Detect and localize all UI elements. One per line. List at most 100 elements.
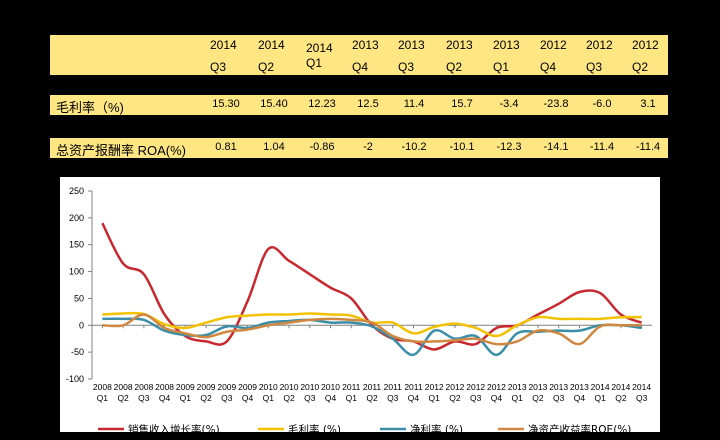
- x-tick-year: 2010: [259, 382, 278, 392]
- x-tick-quarter: Q4: [242, 393, 254, 403]
- x-tick-year: 2014: [591, 382, 610, 392]
- table-cell: -3.4: [499, 98, 519, 110]
- x-tick-quarter: Q2: [200, 393, 212, 403]
- header-quarter: Q2: [258, 60, 275, 74]
- table-cell: -0.86: [309, 141, 335, 153]
- x-tick-quarter: Q3: [387, 393, 399, 403]
- y-tick-label: 0: [79, 320, 84, 330]
- header-year: 2014: [258, 38, 285, 52]
- header-quarter: Q1: [306, 56, 323, 70]
- x-tick-quarter: Q1: [97, 393, 109, 403]
- x-tick-quarter: Q2: [449, 393, 461, 403]
- table-cell: -11.4: [589, 141, 615, 153]
- header-quarter: Q3: [210, 60, 227, 74]
- y-tick-label: -100: [66, 374, 84, 384]
- x-tick-year: 2010: [300, 382, 319, 392]
- y-tick-label: 200: [69, 213, 84, 223]
- table-cell: -6.0: [592, 98, 612, 110]
- table-cell: 0.81: [215, 141, 237, 153]
- y-tick-label: 150: [69, 240, 84, 250]
- table-cell: 12.23: [308, 98, 336, 110]
- x-tick-quarter: Q3: [221, 393, 233, 403]
- header-year: 2012: [540, 38, 567, 52]
- header-quarter: Q1: [493, 60, 510, 74]
- x-tick-quarter: Q4: [408, 393, 420, 403]
- x-tick-year: 2010: [321, 382, 340, 392]
- x-tick-year: 2009: [176, 382, 195, 392]
- x-tick-year: 2009: [197, 382, 216, 392]
- x-tick-year: 2011: [363, 382, 382, 392]
- row-label-gross-margin: 毛利率（%): [56, 100, 124, 115]
- header-quarter: Q4: [352, 60, 369, 74]
- x-tick-quarter: Q4: [325, 393, 337, 403]
- x-tick-quarter: Q3: [470, 393, 482, 403]
- table-cell: 12.5: [357, 98, 379, 110]
- table-cell: -2: [363, 141, 373, 153]
- x-tick-quarter: Q2: [532, 393, 544, 403]
- x-tick-quarter: Q2: [117, 393, 129, 403]
- x-tick-year: 2008: [134, 382, 153, 392]
- header-year: 2014: [306, 41, 333, 55]
- header-year: 2012: [586, 38, 613, 52]
- x-tick-year: 2008: [155, 382, 174, 392]
- x-tick-quarter: Q1: [263, 393, 275, 403]
- x-tick-quarter: Q1: [512, 393, 524, 403]
- x-tick-year: 2008: [114, 382, 133, 392]
- legend-label: 净利率 (%): [410, 423, 463, 436]
- y-tick-label: -50: [71, 347, 84, 357]
- x-tick-quarter: Q1: [594, 393, 606, 403]
- x-tick-year: 2013: [528, 382, 547, 392]
- table-cell: 15.30: [212, 98, 240, 110]
- x-tick-quarter: Q3: [138, 393, 150, 403]
- x-tick-quarter: Q2: [615, 393, 627, 403]
- x-tick-quarter: Q4: [159, 393, 171, 403]
- x-tick-quarter: Q4: [574, 393, 586, 403]
- table-row-gross-margin: 毛利率（%) 15.30 15.40 12.23 12.5 11.4 15.7 -3.4 -2…: [50, 95, 668, 115]
- x-tick-quarter: Q3: [636, 393, 648, 403]
- x-tick-year: 2011: [404, 382, 423, 392]
- header-quarter: Q3: [398, 60, 415, 74]
- header-year: 2013: [446, 38, 473, 52]
- x-tick-year: 2013: [570, 382, 589, 392]
- x-tick-year: 2008: [93, 382, 112, 392]
- x-tick-year: 2010: [280, 382, 299, 392]
- x-tick-year: 2012: [487, 382, 506, 392]
- x-tick-year: 2011: [342, 382, 361, 392]
- header-year: 2014: [210, 38, 237, 52]
- table-cell: -10.1: [449, 141, 475, 153]
- header-year: 2013: [398, 38, 425, 52]
- x-tick-year: 2013: [508, 382, 527, 392]
- table-header-band: [50, 35, 668, 75]
- x-tick-year: 2013: [549, 382, 568, 392]
- y-tick-label: 250: [69, 186, 84, 196]
- y-tick-label: 100: [69, 267, 84, 277]
- header-year: 2013: [493, 38, 520, 52]
- x-tick-year: 2011: [384, 382, 403, 392]
- table-cell: -12.3: [496, 141, 522, 153]
- legend-label: 净资产收益率ROE(%): [528, 423, 631, 436]
- plot-area: [60, 177, 660, 432]
- x-tick-quarter: Q3: [304, 393, 316, 403]
- x-tick-quarter: Q1: [346, 393, 358, 403]
- table-cell: -10.2: [401, 141, 427, 153]
- x-tick-quarter: Q1: [180, 393, 192, 403]
- header-quarter: Q4: [540, 60, 557, 74]
- table-cell: 15.7: [451, 98, 473, 110]
- table-cell: 3.1: [640, 98, 656, 110]
- legend-label: 销售收入增长率(%): [128, 423, 220, 436]
- x-tick-year: 2009: [217, 382, 236, 392]
- x-tick-year: 2014: [611, 382, 630, 392]
- table-cell: -23.8: [543, 98, 569, 110]
- row-label-roa: 总资产报酬率 ROA(%): [56, 143, 187, 158]
- table-cell: 15.40: [260, 98, 288, 110]
- x-tick-year: 2012: [466, 382, 485, 392]
- x-tick-quarter: Q2: [366, 393, 378, 403]
- series-line: [102, 313, 642, 346]
- header-quarter: Q2: [446, 60, 463, 74]
- x-tick-quarter: Q1: [429, 393, 441, 403]
- legend-label: 毛利率 (%): [288, 423, 341, 436]
- x-tick-year: 2012: [425, 382, 444, 392]
- header-year: 2013: [352, 38, 379, 52]
- table-cell: 11.4: [403, 98, 425, 110]
- x-tick-year: 2009: [238, 382, 257, 392]
